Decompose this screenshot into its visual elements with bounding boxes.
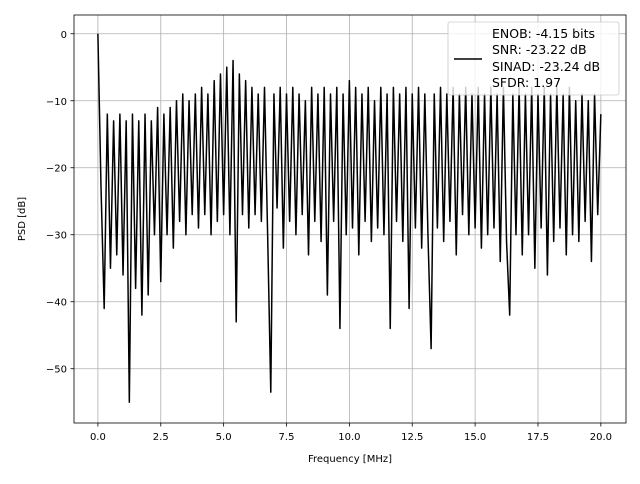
x-tick-label: 20.0 — [590, 432, 612, 443]
legend-sinad: SINAD: -23.24 dB — [492, 59, 600, 74]
x-tick-label: 17.5 — [527, 432, 549, 443]
y-tick-label: −30 — [46, 231, 67, 242]
axes-frame — [73, 14, 627, 424]
legend-snr: SNR: -23.22 dB — [492, 42, 587, 57]
ticks: 0.0 2.5 5.0 7.5 10.0 12.5 15.0 17.5 20.0 0 −10 −20 −… — [46, 30, 612, 443]
y-axis-label: PSD [dB] — [17, 197, 28, 241]
x-tick-label: 2.5 — [153, 432, 169, 443]
legend-box — [447, 21, 620, 96]
x-tick-label: 10.0 — [338, 432, 360, 443]
x-tick-label: 15.0 — [464, 432, 486, 443]
x-tick-label: 0.0 — [90, 432, 106, 443]
legend-enob: ENOB: -4.15 bits — [492, 26, 595, 41]
psd-series-line — [97, 33, 602, 403]
y-tick-label: −50 — [46, 365, 67, 376]
x-tick-label: 7.5 — [279, 432, 295, 443]
legend-sfdr: SFDR: 1.97 — [492, 75, 561, 90]
plot-area — [97, 33, 602, 403]
y-tick-label: −20 — [46, 164, 67, 175]
y-tick-label: 0 — [61, 30, 67, 41]
y-tick-label: −40 — [46, 298, 67, 309]
legend: ENOB: -4.15 bits SNR: -23.22 dB SINAD: -… — [447, 21, 620, 96]
x-tick-label: 12.5 — [401, 432, 423, 443]
y-tick-label: −10 — [46, 97, 67, 108]
x-tick-label: 5.0 — [216, 432, 232, 443]
x-axis-label: Frequency [MHz] — [308, 454, 392, 465]
